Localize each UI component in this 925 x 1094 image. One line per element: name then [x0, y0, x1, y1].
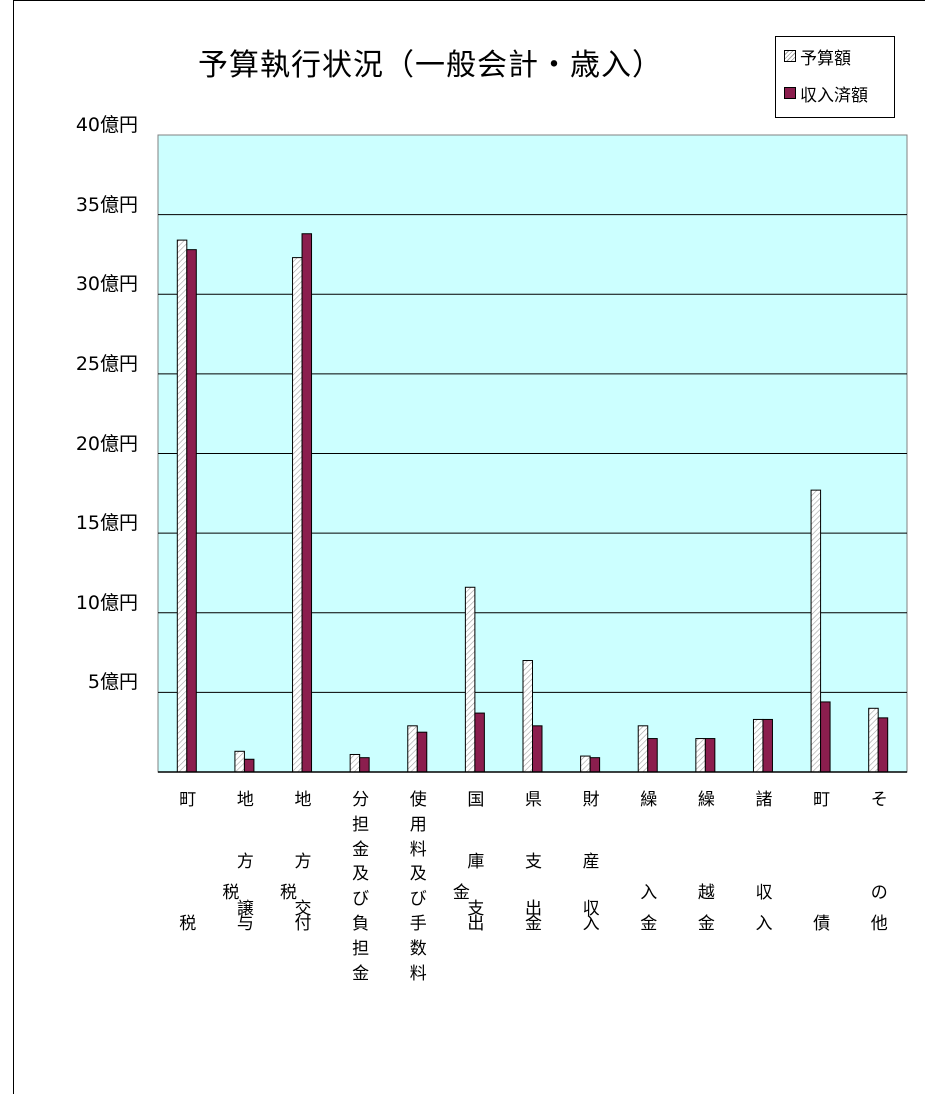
bar-received	[243, 758, 255, 773]
bar-budget	[292, 257, 303, 773]
bar-received	[704, 738, 716, 773]
y-tick-label: 25億円	[75, 352, 138, 375]
bar-received	[589, 757, 601, 773]
legend-label-received: 収入済額	[800, 85, 868, 106]
bar-received	[359, 757, 370, 773]
bar-received	[416, 731, 428, 773]
bar-received	[301, 233, 313, 773]
y-tick-label: 40億円	[75, 114, 138, 136]
legend-item-received: 収入済額	[784, 79, 868, 107]
legend-swatch-received	[784, 87, 796, 99]
y-tick-label: 10億円	[75, 591, 138, 614]
bar-budget	[176, 239, 188, 773]
y-tick-label: 30億円	[75, 273, 138, 296]
y-tick-label: 15億円	[75, 512, 138, 535]
bar-received	[762, 718, 773, 773]
legend: 予算額 収入済額	[775, 36, 895, 118]
legend-label-budget: 予算額	[800, 48, 851, 69]
bar-budget	[349, 753, 361, 773]
chart-frame	[13, 0, 925, 1094]
legend-swatch-budget	[784, 50, 796, 62]
bar-budget	[234, 750, 245, 773]
bar-received	[820, 701, 831, 773]
bar-budget	[695, 738, 706, 773]
bar-received	[532, 725, 543, 773]
bar-received	[647, 738, 658, 773]
bar-budget	[752, 718, 764, 773]
chart-title: 予算執行状況（一般会計・歳入）	[198, 48, 663, 83]
y-tick-label: 5億円	[87, 671, 138, 694]
bar-budget	[580, 755, 591, 773]
y-tick-label: 35億円	[75, 193, 138, 216]
legend-item-budget: 予算額	[784, 42, 851, 70]
bar-received	[877, 717, 889, 773]
bar-budget	[868, 707, 879, 773]
bar-budget	[810, 489, 822, 773]
bar-received	[186, 249, 197, 773]
bar-budget	[464, 586, 476, 773]
y-tick-label: 20億円	[75, 432, 138, 455]
bar-budget	[522, 660, 533, 773]
bar-budget	[407, 725, 418, 773]
bar-budget	[637, 725, 649, 773]
bar-received	[474, 712, 485, 773]
